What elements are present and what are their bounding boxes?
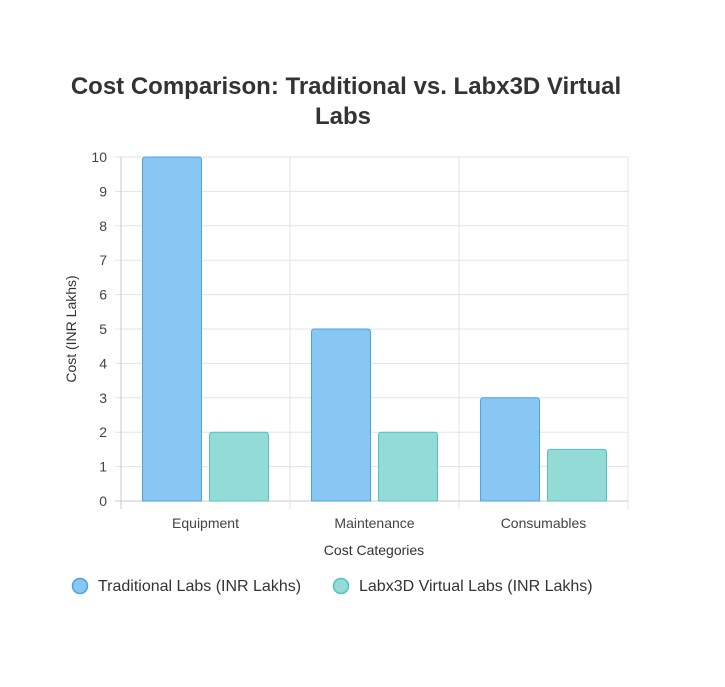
bars — [142, 156, 607, 502]
y-tick-label: 6 — [99, 287, 107, 303]
y-tick-label: 1 — [99, 459, 107, 475]
y-tick-label: 5 — [99, 321, 107, 337]
legend: Traditional Labs (INR Lakhs) Labx3D Virtu… — [71, 577, 593, 595]
legend-label: Traditional Labs (INR Lakhs) — [98, 578, 301, 595]
x-tick-label: Consumables — [501, 515, 587, 531]
y-tick-label: 0 — [99, 493, 107, 509]
bar — [378, 431, 438, 502]
bar — [142, 156, 202, 502]
chart-title: Cost Comparison: Traditional vs. Labx3D … — [71, 73, 621, 130]
y-tick-label: 7 — [99, 252, 107, 268]
legend-marker — [332, 577, 350, 595]
bar — [209, 431, 269, 502]
chart-title-line-1: Cost Comparison: Traditional vs. Labx3D … — [71, 73, 621, 100]
bar — [311, 328, 371, 502]
x-axis-title: Cost Categories — [324, 542, 424, 558]
y-tick-label: 9 — [99, 183, 107, 199]
chart-title-line-2: Labs — [315, 103, 371, 130]
legend-label: Labx3D Virtual Labs (INR Lakhs) — [359, 578, 593, 595]
y-axis-title: Cost (INR Lakhs) — [63, 275, 79, 382]
y-tick-label: 10 — [91, 149, 107, 165]
y-tick-label: 4 — [99, 355, 107, 371]
x-tick-label: Equipment — [172, 515, 239, 531]
bar — [547, 448, 607, 502]
axes: 0 1 2 3 4 5 6 7 8 9 10 Equipment Maintenance Consumab… — [91, 149, 586, 531]
y-tick-label: 8 — [99, 218, 107, 234]
x-tick-label: Maintenance — [334, 515, 414, 531]
y-tick-label: 2 — [99, 424, 107, 440]
y-tick-label: 3 — [99, 390, 107, 406]
legend-marker — [71, 577, 89, 595]
bar — [480, 397, 540, 502]
